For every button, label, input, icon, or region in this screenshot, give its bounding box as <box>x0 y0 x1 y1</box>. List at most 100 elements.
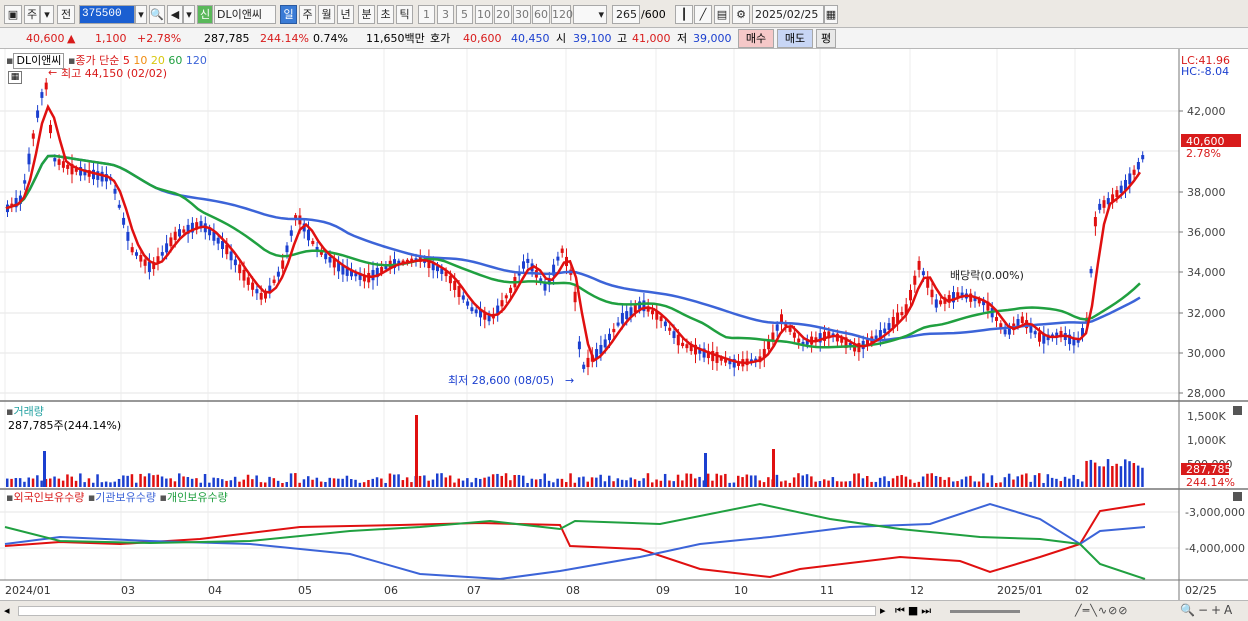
candle-body <box>358 272 362 280</box>
zoom-slider[interactable] <box>950 610 1020 613</box>
volume-panel-close-icon[interactable] <box>1233 406 1242 415</box>
volume-bar <box>1059 481 1062 487</box>
sell-button[interactable]: 매도 <box>777 29 813 48</box>
tab-weekly[interactable]: 주 <box>299 5 316 24</box>
interval-20[interactable]: 20 <box>494 5 512 24</box>
prev-button[interactable]: 전 <box>57 5 75 24</box>
candle-body <box>122 217 126 225</box>
scroll-right-icon[interactable]: ▸ <box>880 604 886 617</box>
candle-body <box>259 292 263 300</box>
volume-bar <box>530 478 534 487</box>
candle-body <box>294 215 298 220</box>
gear-icon[interactable]: ⚙ <box>732 5 750 24</box>
volume-bar <box>14 478 18 487</box>
tab-minute[interactable]: 분 <box>358 5 375 24</box>
interval-3[interactable]: 3 <box>437 5 454 24</box>
candle-body <box>676 334 680 346</box>
volume-bar <box>319 481 323 487</box>
chart-area[interactable]: 최고 44,150 (02/02) ← 최저 28,600 (08/05) → … <box>0 49 1248 602</box>
high-price: 41,000 <box>632 32 671 45</box>
volume-bar <box>345 475 349 487</box>
individual-holding-line <box>4 502 1146 580</box>
volume-bar <box>801 475 804 487</box>
foreign-holding-line <box>4 503 1146 579</box>
chart-menu-icon[interactable]: ▣ <box>4 5 22 24</box>
period-dropdown-icon[interactable]: ▾ <box>40 5 54 24</box>
candle-body <box>246 277 250 285</box>
candle-body <box>436 266 439 272</box>
period-select-button[interactable]: 주 <box>24 5 40 24</box>
grid-toggle-icon[interactable]: ▦ <box>8 71 22 84</box>
volume-bar <box>470 482 473 487</box>
interval-30[interactable]: 30 <box>513 5 531 24</box>
calendar-icon[interactable]: ▦ <box>824 5 838 24</box>
candle-body <box>780 314 783 324</box>
date-input[interactable]: 2025/02/25 <box>752 5 824 24</box>
volume-bar <box>513 475 516 487</box>
volume-bar <box>371 478 374 487</box>
candle-body <box>509 287 513 293</box>
stock-code-input[interactable]: 375500 <box>79 5 135 24</box>
candle-body <box>332 259 336 268</box>
low-arrow-icon: → <box>565 374 574 387</box>
price-change: 1,100 <box>95 32 127 45</box>
candle-body <box>844 337 848 349</box>
playback-controls[interactable]: ⏮■⏭ <box>895 604 935 617</box>
candle-body <box>934 299 938 308</box>
tab-monthly[interactable]: 월 <box>318 5 335 24</box>
interval-1[interactable]: 1 <box>418 5 435 24</box>
candle-body <box>53 158 57 162</box>
candle-body <box>1033 331 1037 335</box>
search-icon[interactable]: 🔍 <box>149 5 165 24</box>
save-icon[interactable]: ▤ <box>714 5 730 24</box>
count-input[interactable]: 265 <box>612 5 640 24</box>
current-volume-pct: 244.14% <box>1186 476 1235 489</box>
candle-body <box>448 275 452 284</box>
volume-bar <box>156 474 159 487</box>
holding-panel-close-icon[interactable] <box>1233 492 1242 501</box>
buy-button[interactable]: 매수 <box>738 29 774 48</box>
speaker-icon[interactable]: ◀ <box>167 5 183 24</box>
candle-body <box>147 261 151 273</box>
code-dropdown-icon[interactable]: ▾ <box>135 5 147 24</box>
zoom-tools[interactable]: 🔍−+A <box>1180 603 1236 617</box>
candle-body <box>771 332 775 340</box>
price-chart-svg[interactable]: 최고 44,150 (02/02) ← 최저 28,600 (08/05) → … <box>0 49 1248 602</box>
candle-body <box>698 348 702 354</box>
speaker-dropdown-icon[interactable]: ▾ <box>183 5 195 24</box>
candle-body <box>608 333 611 341</box>
tab-tick[interactable]: 틱 <box>396 5 413 24</box>
volume-bar <box>393 474 396 487</box>
candle-body <box>638 301 642 310</box>
tab-yearly[interactable]: 년 <box>337 5 354 24</box>
drawing-tools[interactable]: ╱═╲∿⊘⊘ <box>1075 604 1129 617</box>
scroll-left-icon[interactable]: ◂ <box>4 604 10 617</box>
volume-bar <box>569 473 572 487</box>
candle-type-icon[interactable]: ┃ <box>675 5 693 24</box>
interval-5[interactable]: 5 <box>456 5 473 24</box>
volume-bar <box>1119 466 1123 487</box>
date-tick-label: 2025/01 <box>997 584 1043 597</box>
interval-custom-dropdown[interactable]: ▾ <box>573 5 607 24</box>
stock-name-field[interactable]: DL이앤씨 <box>214 5 276 24</box>
interval-60[interactable]: 60 <box>532 5 550 24</box>
volume-bar <box>388 473 392 487</box>
volume-bar <box>126 475 129 487</box>
volume-bar <box>1003 477 1007 487</box>
current-price-marker <box>1181 134 1241 147</box>
interval-120[interactable]: 120 <box>551 5 573 24</box>
interval-10[interactable]: 10 <box>475 5 493 24</box>
candle-body <box>633 304 637 313</box>
hc-label: HC:-8.04 <box>1181 65 1229 78</box>
volume-bar <box>307 476 310 487</box>
draw-tool-icon[interactable]: ╱ <box>694 5 712 24</box>
tab-daily[interactable]: 일 <box>280 5 297 24</box>
candle-body <box>1093 217 1097 227</box>
candle-body <box>1124 179 1127 191</box>
tab-second[interactable]: 초 <box>377 5 394 24</box>
candle-body <box>973 297 977 302</box>
avg-button[interactable]: 평 <box>816 29 836 48</box>
horizontal-scrollbar[interactable] <box>18 606 876 616</box>
volume-bar <box>672 481 675 487</box>
candle-body <box>104 174 108 182</box>
